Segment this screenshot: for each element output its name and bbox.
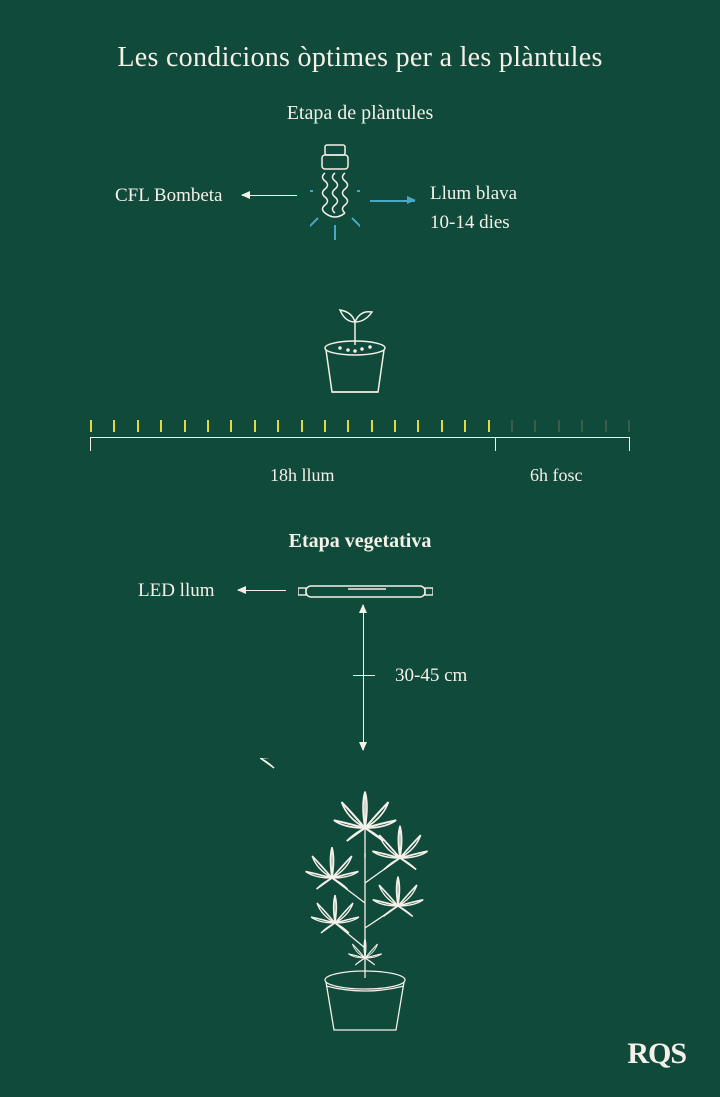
page-title: Les condicions òptimes per a les plàntul…: [0, 0, 720, 74]
timeline-tick: [628, 420, 630, 432]
timeline-tick: [371, 420, 373, 432]
timeline-tick: [277, 420, 279, 432]
timeline-tick: [301, 420, 303, 432]
duration-text: 10-14 dies: [430, 212, 510, 233]
timeline-tick: [441, 420, 443, 432]
timeline-tick: [90, 420, 92, 432]
distance-label: 30-45 cm: [395, 665, 467, 687]
timeline-light-label: 18h llum: [270, 465, 335, 486]
vegetative-stage-heading: Etapa vegetativa: [0, 530, 720, 553]
seedling-pot-icon: [310, 300, 400, 400]
timeline-tick: [184, 420, 186, 432]
timeline-tick: [605, 420, 607, 432]
timeline-tick: [160, 420, 162, 432]
timeline-tick: [488, 420, 490, 432]
timeline-tick: [207, 420, 209, 432]
cfl-bulb-icon: [310, 143, 360, 253]
timeline-tick: [113, 420, 115, 432]
arrow-right-blue-icon: [370, 200, 415, 202]
led-light-label: LED llum: [138, 580, 215, 602]
vegetative-stage-section: Etapa vegetativa LED llum 30-45 cm: [0, 530, 720, 1080]
arrow-left-icon: [242, 195, 297, 196]
timeline-tick: [511, 420, 513, 432]
cfl-bulb-label: CFL Bombeta: [115, 185, 223, 207]
seedling-stage-heading: Etapa de plàntules: [0, 102, 720, 125]
timeline-tick: [581, 420, 583, 432]
timeline-tick: [324, 420, 326, 432]
light-type-text: Llum blava: [430, 183, 517, 204]
timeline-tick: [137, 420, 139, 432]
timeline-tick: [230, 420, 232, 432]
timeline-tick: [394, 420, 396, 432]
arrow-crossbar-icon: [353, 675, 375, 676]
timeline-tick: [558, 420, 560, 432]
light-type-label: Llum blava 10-14 dies: [430, 180, 517, 237]
brand-logo: RQS: [627, 1037, 686, 1071]
timeline-tick: [534, 420, 536, 432]
timeline-tick: [254, 420, 256, 432]
seedling-stage-section: CFL Bombeta Llum blava 10-14 dies: [0, 125, 720, 485]
vertical-distance-arrow-icon: [363, 605, 364, 750]
arrow-left-icon: [238, 590, 286, 591]
timeline-tick: [417, 420, 419, 432]
cannabis-plant-icon: [260, 758, 470, 1038]
timeline-dark-label: 6h fosc: [530, 465, 583, 486]
led-tube-icon: [298, 584, 433, 600]
timeline-tick: [464, 420, 466, 432]
timeline-tick: [347, 420, 349, 432]
light-timeline: [90, 420, 630, 438]
